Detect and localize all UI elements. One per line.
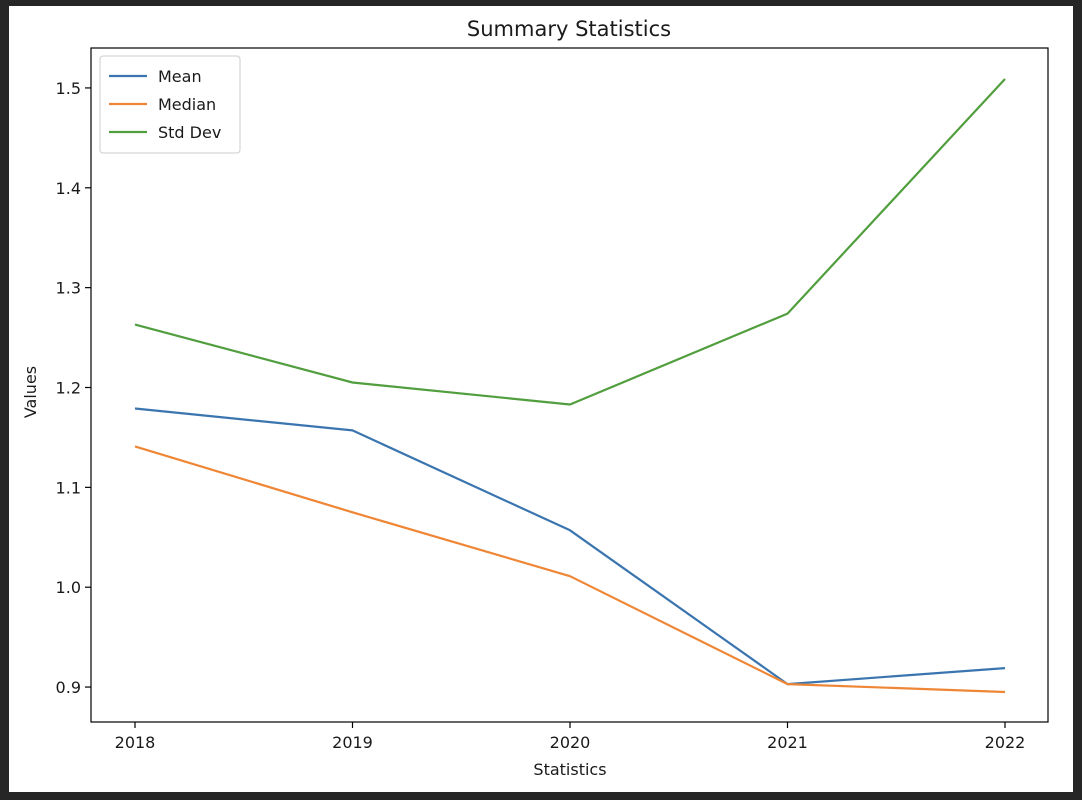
- x-tick-label: 2020: [550, 733, 591, 752]
- x-tick-label: 2018: [115, 733, 156, 752]
- legend-label: Mean: [158, 67, 202, 86]
- y-axis-label: Values: [21, 366, 40, 418]
- plot-area: 0.9 1.0 1.1 1.2 1.3 1.4 1.5 2018 2019 2020 2021 202…: [56, 47, 1049, 752]
- x-tick-label: 2021: [767, 733, 808, 752]
- legend-label: Std Dev: [158, 123, 221, 142]
- y-tick-label: 1.4: [56, 179, 81, 198]
- y-tick-label: 1.2: [56, 378, 81, 397]
- x-tick-label: 2022: [985, 733, 1026, 752]
- y-tick-label: 1.3: [56, 279, 81, 298]
- x-axis-label: Statistics: [533, 760, 606, 779]
- series-line-std-dev: [134, 78, 1006, 406]
- line-chart: Summary Statistics Statistics Values 0.9…: [21, 17, 1049, 779]
- legend-box: [99, 55, 241, 154]
- x-tick-label: 2019: [332, 733, 373, 752]
- y-tick-label: 0.9: [56, 678, 81, 697]
- chart-figure: Summary Statistics Statistics Values 0.9…: [9, 6, 1073, 792]
- series-line-median: [134, 445, 1006, 694]
- y-tick-label: 1.1: [56, 478, 81, 497]
- series-line-mean: [134, 407, 1006, 686]
- legend-label: Median: [158, 95, 216, 114]
- chart-title: Summary Statistics: [467, 17, 671, 41]
- y-tick-label: 1.0: [56, 578, 81, 597]
- y-tick-label: 1.5: [56, 79, 81, 98]
